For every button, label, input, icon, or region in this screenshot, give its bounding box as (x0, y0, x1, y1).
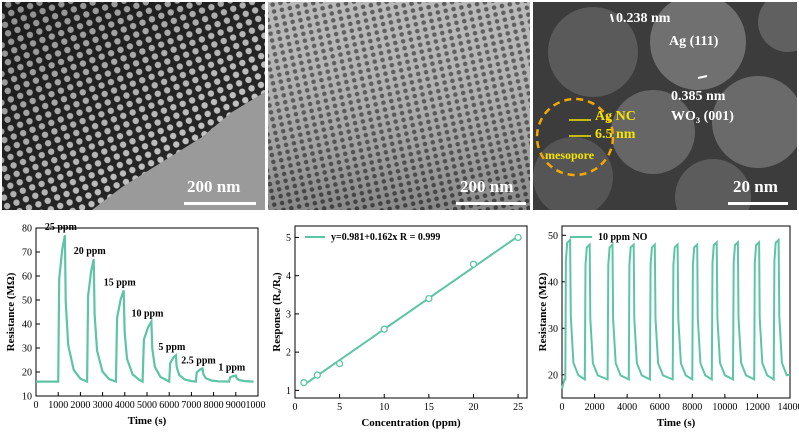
legend-label: 10 ppm NO (598, 232, 648, 243)
x-tick-label: 8000 (204, 400, 224, 411)
x-tick-label: 0 (34, 400, 39, 411)
ag-spacing-label: 0.238 nm (616, 11, 671, 26)
resistance-curve (36, 234, 254, 384)
x-tick-label: 10000 (246, 400, 267, 411)
tem-mesoporous-image (2, 2, 265, 210)
x-tick-label: 5000 (137, 400, 157, 411)
x-tick-label: 4000 (115, 400, 135, 411)
peak-label: 20 ppm (74, 246, 107, 257)
data-point (313, 371, 321, 379)
data-point (469, 260, 478, 268)
data-point (335, 359, 344, 368)
y-axis-label: Resistance (MΩ) (5, 272, 17, 351)
hrtem-image (533, 2, 797, 210)
wo3-plane-label: WO₃ (001) (671, 109, 734, 124)
response-vs-concentration-chart: 0 5 10 15 20 25 1 2 3 4 5 Concentration (ppm) Respon… (271, 225, 528, 429)
y-tick-label: 30 (22, 344, 32, 355)
y-tick-label: 80 (22, 224, 32, 235)
tem-image-panel: 200 nm (2, 2, 265, 210)
x-tick-label: 0 (293, 402, 298, 413)
fit-line (303, 235, 519, 386)
x-tick-label: 8000 (682, 402, 702, 413)
x-tick-label: 4000 (617, 402, 637, 413)
peak-label: 10 ppm (131, 309, 164, 320)
scale-bar (456, 202, 526, 205)
y-tick-label: 4 (286, 271, 291, 282)
x-tick-label: 6000 (650, 402, 670, 413)
y-tick-label: 1 (286, 386, 291, 397)
x-tick-label: 14000 (778, 402, 799, 413)
hrtem-image-panel: 0.238 nm Ag (111) 0.385 nm WO₃ (001) Ag … (533, 2, 797, 210)
y-tick-label: 30 (548, 324, 558, 335)
resistance-vs-time-chart: 0 1000 2000 3000 4000 5000 6000 7000 8000 9000 100… (5, 222, 267, 427)
plot-frame (561, 225, 791, 399)
x-tick-label: 6000 (159, 400, 179, 411)
peak-label: 15 ppm (104, 277, 137, 288)
data-point (300, 379, 308, 387)
legend-label: y=0.981+0.162x R = 0.999 (331, 232, 440, 243)
size-label: 6.5 nm (595, 127, 636, 142)
resistance-curve (561, 237, 791, 389)
x-tick-label: 1000 (48, 400, 68, 411)
x-axis-label: Concentration (ppm) (361, 417, 461, 429)
x-tick-label: 15 (424, 402, 434, 413)
scale-bar (728, 202, 788, 205)
y-tick-label: 70 (22, 248, 32, 259)
peak-label: 2.5 ppm (181, 355, 216, 366)
x-tick-label: 5 (337, 402, 342, 413)
y-tick-label: 5 (286, 233, 291, 244)
y-tick-label: 50 (548, 231, 558, 242)
scale-bar-label: 20 nm (733, 177, 778, 196)
wo3-spacing-label: 0.385 nm (671, 89, 726, 104)
x-tick-label: 12000 (745, 402, 770, 413)
data-point (425, 294, 433, 303)
y-axis-label: Response (Rₐ/Rₒ) (271, 272, 283, 352)
y-tick-label: 50 (22, 296, 32, 307)
x-tick-label: 10000 (712, 402, 737, 413)
data-point (514, 233, 522, 242)
ag-nc-label: Ag NC (595, 109, 636, 124)
x-tick-label: 20 (468, 402, 478, 413)
scale-bar (184, 202, 256, 205)
ag-plane-label: Ag (111) (669, 34, 719, 49)
y-tick-label: 40 (22, 320, 32, 331)
mesopore-label: mesopore (545, 148, 595, 162)
sem-surface-image (268, 2, 530, 210)
peak-label: 25 ppm (45, 222, 78, 233)
x-axis-label: Time (s) (128, 415, 167, 427)
x-tick-label: 2000 (70, 400, 90, 411)
x-tick-label: 25 (513, 402, 523, 413)
y-tick-label: 20 (548, 370, 558, 381)
y-tick-label: 20 (22, 368, 32, 379)
scale-bar-label: 200 nm (460, 177, 514, 196)
cycling-resistance-chart: 0 2000 4000 6000 8000 10000 12000 14000 20 30 40 50… (537, 225, 799, 429)
y-tick-label: 3 (286, 309, 291, 320)
x-axis-label: Time (s) (657, 417, 696, 429)
x-tick-label: 0 (560, 402, 565, 413)
peak-label: 1 ppm (218, 363, 246, 374)
x-tick-label: 7000 (181, 400, 201, 411)
x-tick-label: 9000 (226, 400, 246, 411)
y-axis-label: Resistance (MΩ) (537, 272, 549, 351)
y-tick-label: 2 (286, 348, 291, 359)
y-tick-label: 60 (22, 272, 32, 283)
plot-frame (294, 225, 528, 399)
data-point (380, 325, 388, 333)
scale-bar-label: 200 nm (187, 177, 241, 196)
x-tick-label: 3000 (93, 400, 113, 411)
peak-label: 5 ppm (158, 342, 186, 353)
y-tick-label: 40 (548, 277, 558, 288)
sem-image-panel: 200 nm (268, 2, 530, 210)
x-tick-label: 10 (379, 402, 389, 413)
y-tick-label: 10 (22, 392, 32, 403)
x-tick-label: 2000 (585, 402, 605, 413)
